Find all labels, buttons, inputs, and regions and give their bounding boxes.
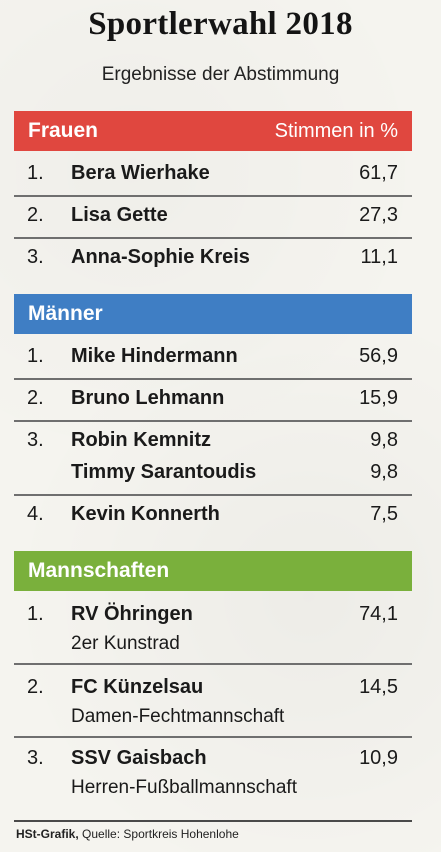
footer-divider [14,820,412,822]
rank: 3. [27,246,44,268]
rank: 1. [27,345,44,367]
section-label: Mannschaften [28,559,170,582]
page-subtitle: Ergebnisse der Abstimmung [101,64,340,85]
vote-percent: 9,8 [370,461,398,483]
row-divider [14,736,412,738]
rank: 2. [27,676,44,698]
list-item: Timmy Sarantoudis 9,8 [14,454,412,490]
section-header-mannschaften: Mannschaften [14,551,412,591]
athlete-name: Mike Hindermann [71,345,238,367]
vote-percent: 15,9 [359,387,398,409]
rank: 2. [27,387,44,409]
athlete-name: Anna-Sophie Kreis [71,246,250,268]
athlete-name: Kevin Konnerth [71,503,220,525]
row-divider [14,195,412,197]
vote-percent: 61,7 [359,162,398,184]
list-item: 1. RV Öhringen 74,1 2er Kunstrad [14,596,412,654]
page-title: Sportlerwahl 2018 [88,6,353,42]
vote-percent: 56,9 [359,345,398,367]
vote-percent: 10,9 [359,747,398,769]
section-header-frauen: Frauen Stimmen in % [14,111,412,151]
list-item: 1. Bera Wierhake 61,7 [14,155,412,191]
vote-percent: 14,5 [359,676,398,698]
list-item: 4. Kevin Konnerth 7,5 [14,496,412,532]
rank: 3. [27,747,44,769]
rank: 2. [27,204,44,226]
team-name: RV Öhringen [71,603,193,625]
rank: 1. [27,162,44,184]
athlete-name: Robin Kemnitz [71,429,211,451]
athlete-name: Lisa Gette [71,204,168,226]
row-divider [14,494,412,496]
source-text: Quelle: Sportkreis Hohenlohe [82,827,239,841]
list-item: 3. Anna-Sophie Kreis 11,1 [14,239,412,275]
team-name: SSV Gaisbach [71,747,207,769]
section-label: Männer [28,302,103,325]
list-item: 3. Robin Kemnitz 9,8 [14,422,412,458]
rank: 1. [27,603,44,625]
vote-percent: 9,8 [370,429,398,451]
row-divider [14,378,412,380]
section-label: Frauen [28,119,99,142]
vote-percent: 7,5 [370,503,398,525]
column-header-votes: Stimmen in % [274,119,398,142]
list-item: 2. Lisa Gette 27,3 [14,197,412,233]
section-header-maenner: Männer [14,294,412,334]
team-discipline: 2er Kunstrad [71,633,180,654]
athlete-name: Timmy Sarantoudis [71,461,257,483]
row-divider [14,420,412,422]
athlete-name: Bera Wierhake [71,162,210,184]
list-item: 2. FC Künzelsau 14,5 Damen-Fechtmannscha… [14,669,412,727]
graphic-credit: HSt-Grafik, [16,827,79,841]
list-item: 3. SSV Gaisbach 10,9 Herren-Fußballmanns… [14,740,412,798]
vote-percent: 74,1 [359,603,398,625]
row-divider [14,237,412,239]
rank: 3. [27,429,44,451]
team-discipline: Damen-Fechtmannschaft [71,706,285,727]
list-item: 2. Bruno Lehmann 15,9 [14,380,412,416]
source-credit: HSt-Grafik, Quelle: Sportkreis Hohenlohe [16,826,239,842]
row-divider [14,663,412,665]
vote-percent: 27,3 [359,204,398,226]
vote-percent: 11,1 [360,246,398,268]
athlete-name: Bruno Lehmann [71,387,225,409]
rank: 4. [27,503,44,525]
team-discipline: Herren-Fußballmannschaft [71,777,297,798]
list-item: 1. Mike Hindermann 56,9 [14,338,412,374]
team-name: FC Künzelsau [71,676,204,698]
